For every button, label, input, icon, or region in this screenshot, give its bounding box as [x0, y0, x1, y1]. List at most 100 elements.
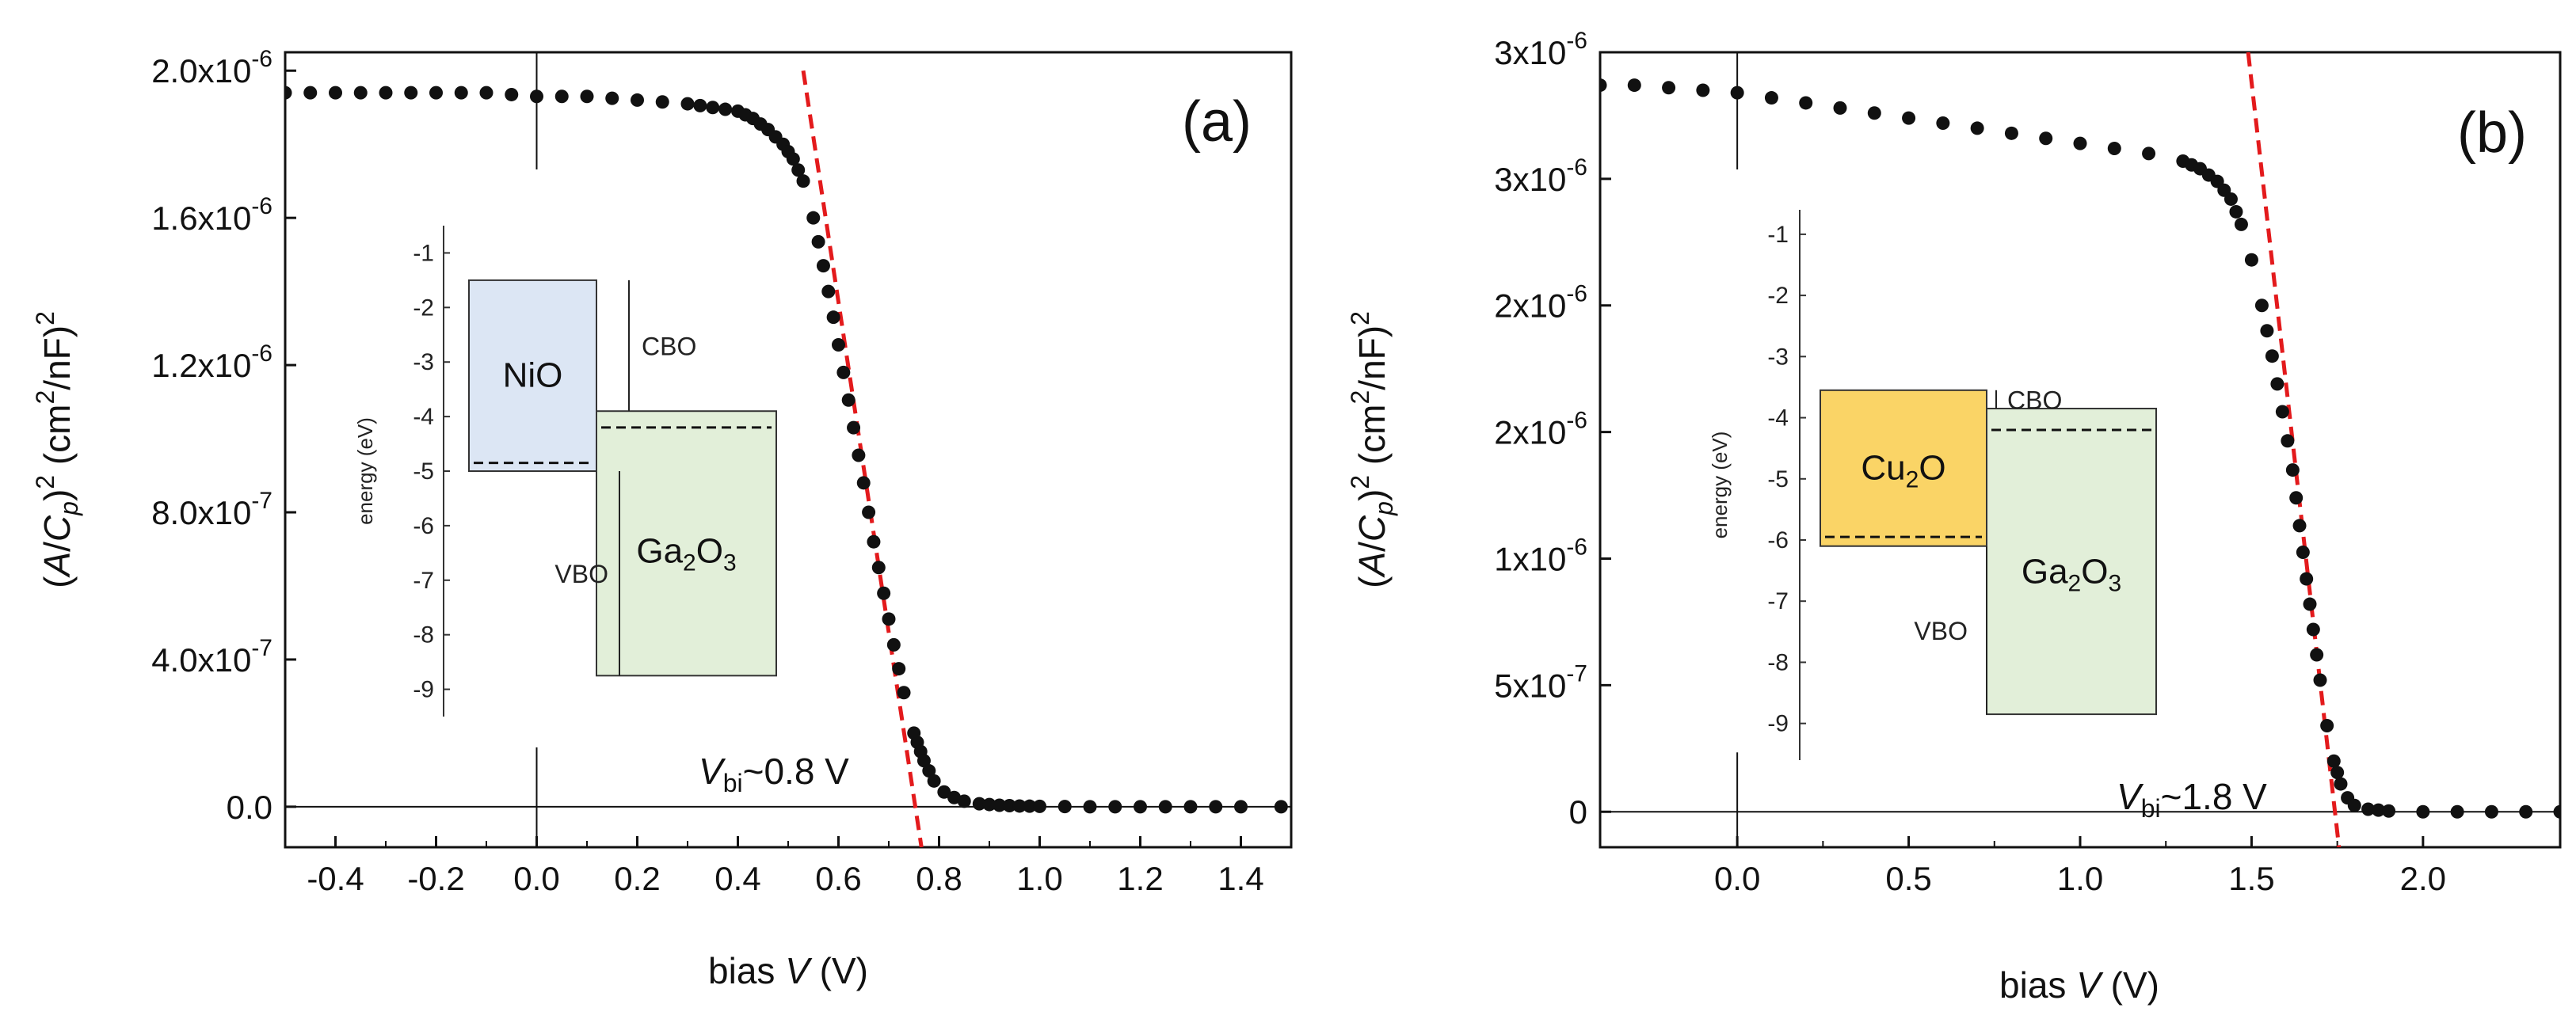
data-point — [1600, 78, 1607, 93]
inset-tick-label: -5 — [1767, 466, 1789, 492]
data-point — [2382, 804, 2396, 818]
x-tick-label: 2.0 — [2400, 860, 2446, 897]
ga2o3-label-b: Ga2O3 — [2022, 553, 2121, 597]
data-point — [2073, 136, 2087, 150]
data-point — [811, 234, 825, 249]
data-point — [554, 89, 569, 104]
data-point — [1696, 83, 1710, 97]
x-tick-label: 0.2 — [614, 860, 660, 897]
data-point — [718, 102, 733, 116]
data-point — [2320, 719, 2334, 733]
data-point — [2450, 804, 2464, 819]
data-point — [285, 86, 292, 100]
data-point — [1902, 111, 1916, 125]
data-point — [892, 662, 906, 676]
data-point — [2285, 463, 2300, 477]
band-diagram-inset-a: -1 -2 -3 -4 -5 -6 -7 -8 -9 NiO Ga2O3 CBO VBO ene… — [353, 226, 777, 717]
data-point — [821, 284, 836, 299]
inset-ylabel-b: energy (eV) — [1708, 432, 1732, 539]
data-point — [1867, 106, 1881, 120]
data-point — [2347, 798, 2361, 812]
x-tick-label: 0.6 — [815, 860, 861, 897]
data-point — [2519, 804, 2533, 819]
data-point — [993, 798, 1007, 812]
x-tick-label: 1.4 — [1218, 860, 1263, 897]
data-point — [1012, 799, 1027, 813]
panel-label-b: (b) — [2457, 101, 2527, 165]
data-point — [882, 612, 896, 626]
x-axis-a: -0.4 -0.2 0.0 0.2 0.4 0.6 0.8 1.0 1.2 1.4 — [307, 836, 1264, 897]
y-tick-label: 4.0x10-7 — [151, 635, 272, 679]
data-point — [862, 505, 876, 519]
inset-tick-label: -2 — [413, 295, 434, 321]
vbi-annotation-a: Vbi~0.8 V — [699, 751, 849, 797]
inset-tick-label: -5 — [413, 458, 434, 485]
data-point — [1023, 799, 1037, 813]
data-point — [429, 86, 443, 100]
y-tick-label: 0.0 — [227, 789, 272, 826]
inset-tick-label: -1 — [1767, 222, 1789, 248]
data-point — [826, 310, 840, 325]
data-point — [1083, 800, 1097, 814]
x-axis-b: 0.0 0.5 1.0 1.5 2.0 — [1714, 836, 2446, 897]
data-point — [2224, 192, 2238, 206]
data-point — [655, 95, 669, 109]
data-point — [877, 586, 891, 600]
data-point — [922, 764, 936, 778]
inset-tick-label: -2 — [1767, 283, 1789, 309]
x-axis-label-a: bias V (V) — [708, 950, 868, 991]
data-point — [816, 259, 830, 273]
data-point — [1108, 800, 1122, 814]
x-tick-label: 1.5 — [2228, 860, 2274, 897]
data-point — [2107, 142, 2121, 156]
data-point — [2275, 405, 2289, 419]
data-point — [2244, 253, 2258, 267]
x-tick-label: 0.4 — [714, 860, 760, 897]
data-point — [2289, 491, 2304, 505]
y-axis-a: 0.0 4.0x10-7 8.0x10-7 1.2x10-6 1.6x10-6 2.0x1… — [151, 46, 296, 826]
data-point — [916, 754, 931, 768]
inset-tick-label: -6 — [1767, 527, 1789, 553]
x-tick-label: -0.2 — [407, 860, 464, 897]
x-tick-label: -0.4 — [307, 860, 364, 897]
data-point — [680, 97, 695, 111]
data-point — [2265, 349, 2279, 363]
data-point — [2281, 434, 2295, 448]
x-tick-label: 1.0 — [1016, 860, 1062, 897]
data-point — [329, 86, 342, 100]
vbi-annotation-b: Vbi~1.8 V — [2117, 776, 2267, 823]
data-point — [1936, 116, 1950, 131]
data-point — [353, 86, 368, 100]
x-tick-label: 1.0 — [2057, 860, 2103, 897]
data-point — [897, 686, 911, 700]
fit-line-b — [2246, 52, 2342, 847]
x-tick-label: 0.5 — [1885, 860, 1931, 897]
data-point — [847, 420, 861, 435]
y-tick-label: 2.0x10-6 — [151, 46, 272, 89]
data-point — [2300, 572, 2314, 586]
data-point — [1730, 86, 1744, 100]
band-box-nio — [468, 279, 597, 472]
band-box-ga2o3-a — [596, 410, 777, 677]
panel-b: 0.0 0.5 1.0 1.5 2.0 0 5x10-7 1x10-6 2x10-6 2x10-… — [1346, 28, 2562, 1006]
data-point — [2039, 131, 2053, 146]
data-point — [886, 637, 901, 652]
data-point — [1057, 800, 1072, 814]
inset-tick-label: -1 — [413, 240, 434, 266]
y-tick-label: 3x10-6 — [1494, 28, 1587, 71]
data-point — [2310, 648, 2324, 662]
cbo-label-b: CBO — [2007, 386, 2062, 414]
data-point — [2372, 803, 2386, 817]
data-point — [2296, 545, 2310, 559]
y-tick-label: 1.6x10-6 — [151, 193, 272, 237]
data-point — [605, 91, 619, 105]
data-point — [871, 561, 886, 575]
data-point — [2004, 126, 2018, 140]
data-point — [2313, 673, 2327, 687]
data-point — [1833, 101, 1847, 115]
data-point — [982, 797, 996, 812]
y-tick-label: 8.0x10-7 — [151, 488, 272, 531]
data-point — [454, 86, 468, 100]
band-diagram-inset-b: -1 -2 -3 -4 -5 -6 -7 -8 -9 Cu2O Ga2O3 CBO VBO en… — [1708, 210, 2157, 760]
